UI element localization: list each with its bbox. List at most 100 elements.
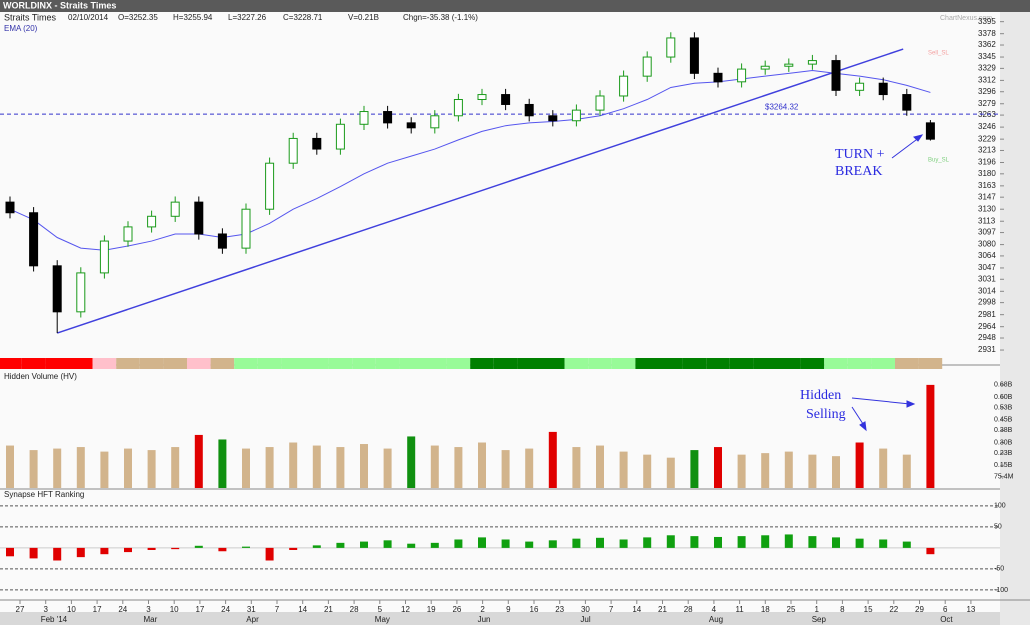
- hft-bar: [572, 538, 581, 548]
- y-tick-label: 3031: [978, 274, 996, 283]
- x-tick-label: 4: [712, 605, 717, 614]
- y-tick-label: 3296: [978, 87, 996, 96]
- candle-body: [477, 94, 487, 101]
- hft-bar: [666, 535, 675, 548]
- y-tick-label: 3229: [978, 134, 996, 143]
- hft-bar: [808, 536, 817, 548]
- candle-body: [689, 37, 699, 74]
- volume-bar: [100, 451, 109, 488]
- volume-bar: [242, 448, 250, 488]
- info: O=3252.35: [118, 13, 158, 22]
- support-label: $3264.32: [765, 102, 799, 111]
- signal-band: [210, 358, 235, 369]
- hft-bar: [714, 536, 722, 548]
- signal-band: [69, 358, 93, 369]
- x-tick-label: 31: [247, 605, 256, 614]
- signal-band: [92, 358, 117, 369]
- y-tick-label: 3064: [978, 251, 996, 260]
- y-tick-label: 3395: [978, 17, 996, 26]
- volume-bar: [808, 454, 817, 488]
- candle-body: [29, 212, 39, 267]
- signal-band: [729, 358, 754, 369]
- signal-band: [116, 358, 140, 369]
- candle-body: [335, 123, 345, 150]
- signal-band: [611, 358, 636, 369]
- month-label: Feb '14: [41, 615, 68, 624]
- volume-bar: [194, 434, 203, 488]
- volume-bar: [596, 445, 604, 488]
- x-tick-label: 28: [684, 605, 693, 614]
- hft-bar: [336, 542, 345, 548]
- hft-bar: [478, 537, 486, 548]
- y-tick-label: 3163: [978, 181, 996, 190]
- hft-bar: [171, 547, 180, 550]
- volume-bar: [855, 442, 864, 488]
- signal-band: [871, 358, 895, 369]
- y-tick-label: 2948: [978, 333, 996, 342]
- month-label: Sep: [812, 615, 827, 624]
- signal-band: [847, 358, 872, 369]
- signal-band: [446, 358, 471, 369]
- volume-bar: [902, 454, 911, 488]
- candle-body: [713, 72, 723, 83]
- x-tick-label: 3: [146, 605, 151, 614]
- x-tick-label: 2: [480, 605, 485, 614]
- candle-body: [99, 240, 109, 274]
- signal-band: [281, 358, 305, 369]
- volume-bar: [761, 453, 770, 488]
- volume-bar: [548, 431, 557, 488]
- info: C=3228.71: [283, 13, 323, 22]
- signal-band: [517, 358, 541, 369]
- candle-body: [925, 122, 935, 140]
- signal-band: [352, 358, 376, 369]
- candle-body: [760, 65, 770, 70]
- signal-band: [139, 358, 164, 369]
- x-tick-label: 23: [555, 605, 564, 614]
- x-tick-label: 1: [814, 605, 819, 614]
- volume-bar: [879, 448, 888, 488]
- volume-bar: [124, 448, 132, 488]
- month-label: Mar: [144, 615, 158, 624]
- hft-bar: [29, 547, 38, 559]
- candle-body: [52, 265, 62, 313]
- volume-bar: [29, 450, 38, 488]
- signal-band: [234, 358, 258, 369]
- volume-bar: [525, 448, 534, 488]
- candle-body: [784, 63, 794, 67]
- volume-bar: [430, 445, 439, 488]
- hft-bar: [855, 538, 864, 548]
- x-tick-label: 28: [350, 605, 359, 614]
- signal-band: [163, 358, 187, 369]
- y-tick-label: 3263: [978, 110, 996, 119]
- ema-line: [9, 69, 931, 251]
- hft-bar: [242, 546, 250, 548]
- signal-band: [706, 358, 730, 369]
- x-tick-label: 17: [195, 605, 204, 614]
- axis-area: [1000, 12, 1030, 625]
- candle-body: [430, 115, 440, 129]
- volume-bar: [714, 447, 722, 488]
- hft-bar: [312, 545, 321, 548]
- hft-bar: [76, 547, 85, 558]
- hft-bar: [879, 539, 888, 548]
- y-tick-label: 3345: [978, 52, 996, 61]
- signal-band: [541, 358, 565, 369]
- candle-body: [642, 56, 652, 77]
- y-tick-label: 100: [994, 503, 1006, 510]
- info: H=3255.94: [173, 13, 213, 22]
- title-bar: [0, 0, 1030, 12]
- month-label: Jul: [580, 615, 590, 624]
- y-tick-label: 3279: [978, 99, 996, 108]
- volume-bar: [478, 442, 486, 488]
- volume-bar: [619, 451, 628, 488]
- hft-bar: [619, 539, 628, 548]
- hft-bar: [407, 543, 416, 548]
- info: V=0.21B: [348, 13, 379, 22]
- volume-title: Hidden Volume (HV): [4, 372, 77, 381]
- hft-bar: [690, 536, 699, 548]
- hft-bar: [289, 547, 298, 550]
- hft-bar: [124, 547, 132, 553]
- x-tick-label: 9: [506, 605, 511, 614]
- info: Chgn=-35.38 (-1.1%): [403, 13, 478, 22]
- hft-bar: [501, 539, 510, 548]
